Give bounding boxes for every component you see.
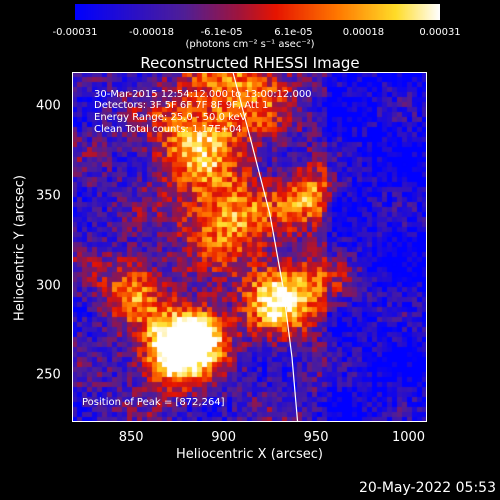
colorbar-tick-label: 0.00018 <box>342 27 385 38</box>
x-tick-label: 850 <box>118 430 144 445</box>
y-axis-label: Heliocentric Y (arcsec) <box>12 175 28 321</box>
timestamp: 20-May-2022 05:53 <box>358 480 496 496</box>
y-tick-label: 300 <box>36 278 61 294</box>
peak-marker <box>170 348 174 352</box>
colorbar-tick-label: -0.00018 <box>129 27 175 38</box>
clean-counts-text: Clean Total counts: 1.17E+04 <box>94 124 242 135</box>
y-tick-label: 400 <box>36 98 61 114</box>
y-tick-label: 250 <box>36 367 61 383</box>
y-tick-label: 350 <box>36 188 61 204</box>
x-axis-label: Heliocentric X (arcsec) <box>176 447 323 462</box>
colorbar-tick-label: -0.00031 <box>52 27 98 38</box>
colorbar-tick-label: 0.00031 <box>419 27 461 38</box>
plot-overlay <box>170 72 299 422</box>
energy-range-text: Energy Range: 25.0 - 50.0 keV <box>94 112 247 123</box>
plot-area <box>72 72 427 422</box>
time-range-text: 30-Mar-2015 12:54:12.000 to 13:00:12.000 <box>94 89 312 100</box>
detectors-text: Detectors: 3F 5F 6F 7F 8F 9F, Att 1 <box>94 100 269 111</box>
peak-position-text: Position of Peak = [872,264] <box>82 397 225 408</box>
x-tick-label: 1000 <box>391 430 426 445</box>
solar-limb-line <box>232 72 299 422</box>
x-tick-label: 900 <box>211 430 237 445</box>
x-tick-label: 950 <box>303 430 329 445</box>
image-map <box>72 72 427 422</box>
colorbar-unit: (photons cm⁻² s⁻¹ asec⁻²) <box>185 39 315 50</box>
chart-title: Reconstructed RHESSI Image <box>140 54 360 72</box>
colorbar <box>75 4 440 20</box>
colorbar-tick-label: 6.1e-05 <box>274 27 313 38</box>
colorbar-tick-label: -6.1e-05 <box>200 27 243 38</box>
